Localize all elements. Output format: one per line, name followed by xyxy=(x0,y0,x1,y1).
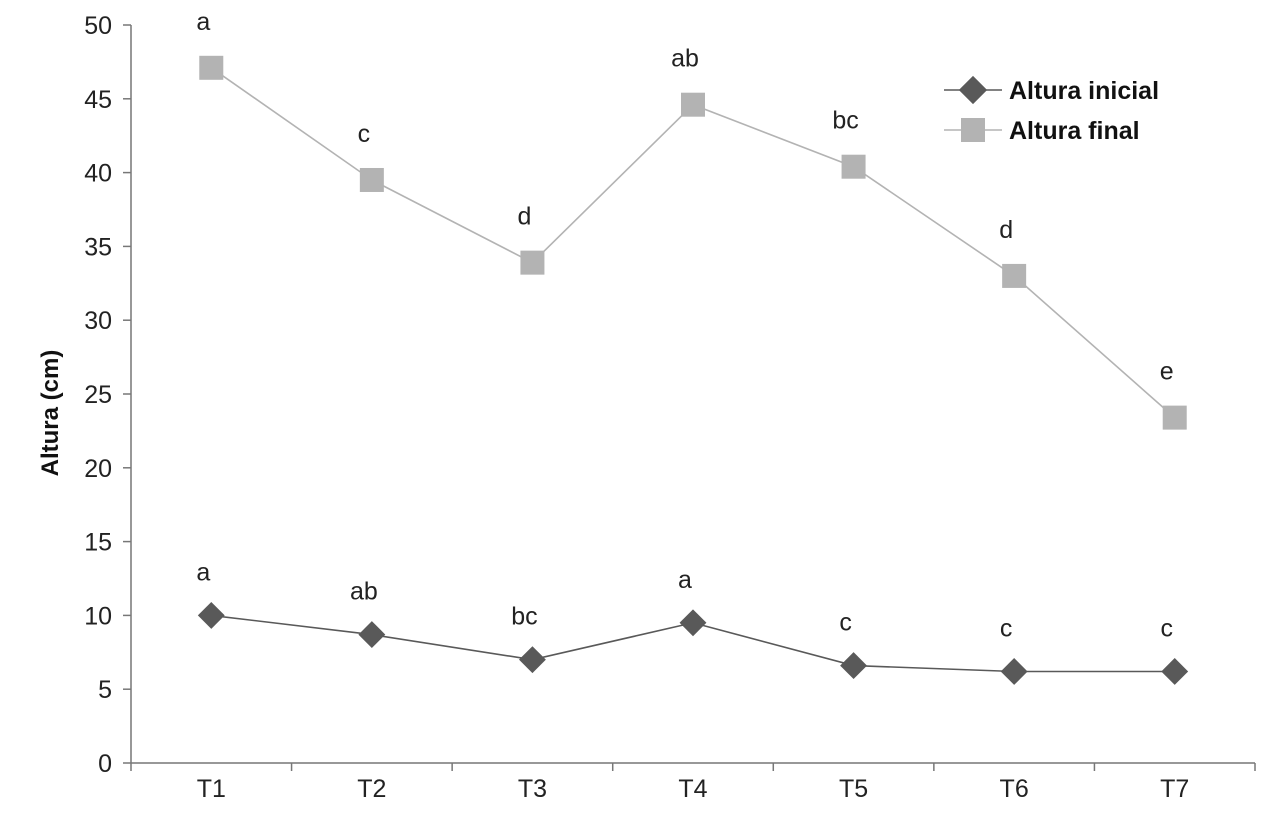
legend: Altura inicial Altura final xyxy=(944,75,1159,145)
y-tick-label: 20 xyxy=(84,455,112,483)
x-tick-label: T5 xyxy=(839,775,868,803)
data-label: a xyxy=(678,566,692,594)
data-point-diamond xyxy=(840,652,868,680)
y-tick-label: 5 xyxy=(98,676,112,704)
data-point-square xyxy=(1162,405,1187,430)
data-point-square xyxy=(520,250,545,275)
data-point-square xyxy=(841,154,866,179)
data-point-diamond xyxy=(197,601,225,629)
data-point-diamond xyxy=(1161,658,1189,685)
y-tick-label: 45 xyxy=(84,86,112,114)
data-label: e xyxy=(1160,358,1174,386)
data-point-square xyxy=(359,167,384,192)
y-tick-label: 0 xyxy=(98,750,112,778)
data-label: c xyxy=(358,120,371,148)
legend-marker-inicial xyxy=(958,75,988,105)
y-axis-label: Altura (cm) xyxy=(37,350,64,477)
x-tick-label: T2 xyxy=(357,775,386,803)
x-tick-label: T4 xyxy=(678,775,707,803)
point-labels: a ab bc a c c c a c d ab bc d e xyxy=(196,8,1173,643)
data-label: a xyxy=(196,8,210,36)
y-tick-label: 15 xyxy=(84,529,112,557)
y-tick-label: 40 xyxy=(84,160,112,188)
x-tick-label: T7 xyxy=(1160,775,1189,803)
data-label: ab xyxy=(350,578,378,606)
y-tick-label: 10 xyxy=(84,602,112,630)
data-point-diamond xyxy=(679,609,707,637)
data-label: c xyxy=(839,609,852,637)
axes: 0 5 10 15 20 25 30 35 40 45 50 T1 T2 T3 T4 T5 T6 T7 xyxy=(84,12,1256,803)
data-point-square xyxy=(681,92,705,117)
data-point-square xyxy=(199,55,224,80)
data-label: a xyxy=(196,558,210,586)
data-point-diamond xyxy=(1000,658,1028,685)
legend-marker-final xyxy=(961,118,985,142)
x-tick-label: T3 xyxy=(518,775,547,803)
data-label: bc xyxy=(511,603,537,631)
data-label: d xyxy=(999,216,1013,244)
y-tick-label: 50 xyxy=(84,12,112,40)
data-label: d xyxy=(517,203,531,231)
data-point-diamond xyxy=(358,621,386,649)
legend-label-final: Altura final xyxy=(1009,117,1140,145)
data-label: bc xyxy=(832,107,858,135)
y-tick-label: 30 xyxy=(84,307,112,335)
y-tick-label: 25 xyxy=(84,381,112,409)
legend-label-inicial: Altura inicial xyxy=(1009,77,1159,105)
y-tick-label: 35 xyxy=(84,233,112,261)
series-markers xyxy=(197,55,1189,685)
data-point-square xyxy=(1002,263,1027,288)
data-label: ab xyxy=(671,45,699,73)
x-tick-label: T6 xyxy=(1000,775,1029,803)
x-tick-label: T1 xyxy=(197,775,226,803)
data-label: c xyxy=(1160,614,1173,642)
data-label: c xyxy=(1000,614,1013,642)
data-point-diamond xyxy=(518,646,546,674)
